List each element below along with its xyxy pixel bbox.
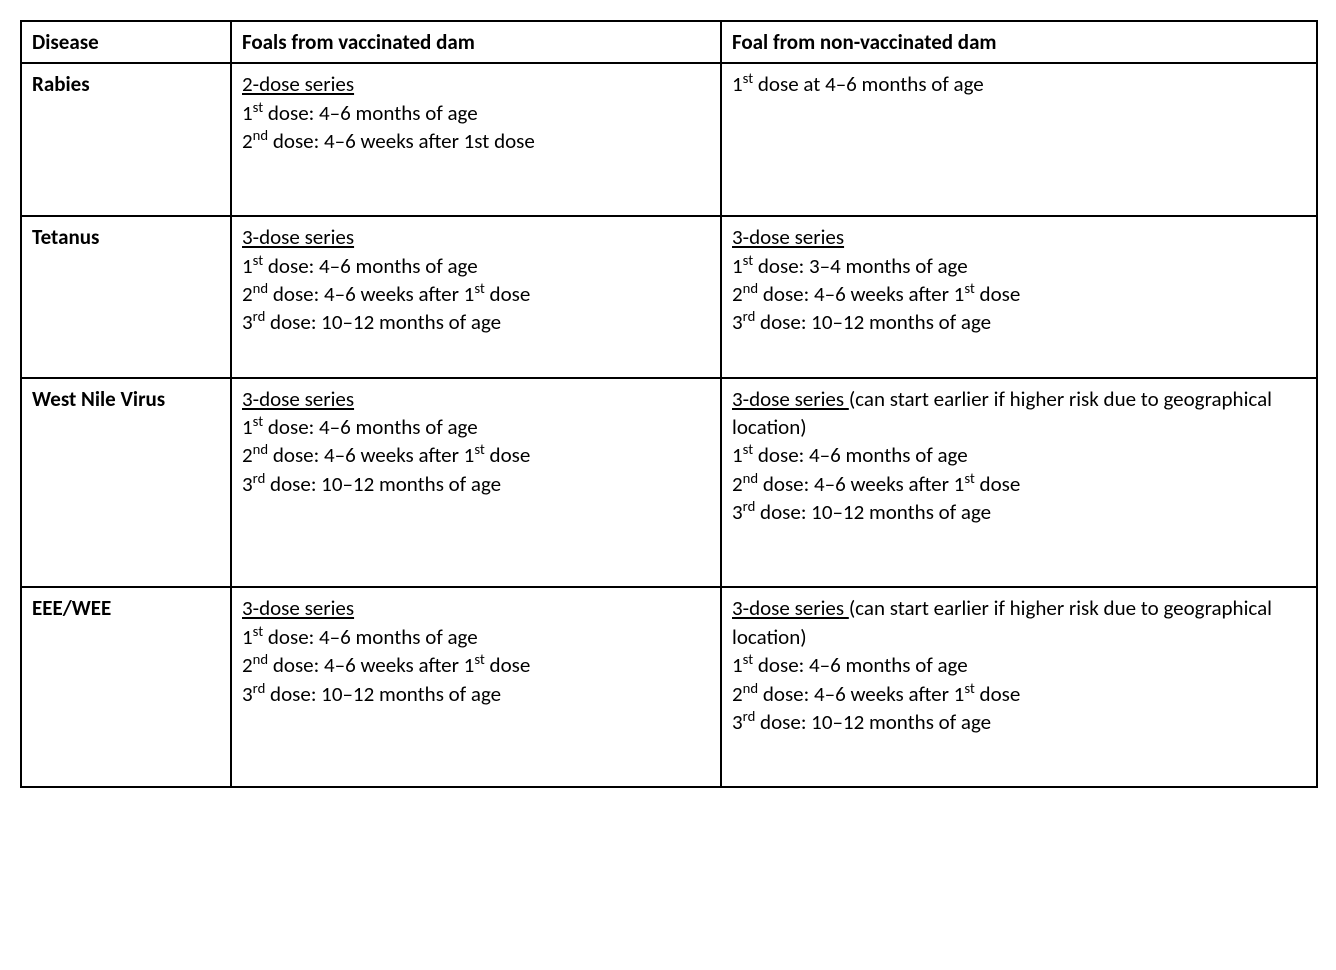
table-row: Rabies 2-dose series 1st dose: 4–6 month… bbox=[21, 63, 1317, 216]
dose-line: 2nd dose: 4–6 weeks after 1st dose bbox=[242, 128, 535, 154]
series-title: 2-dose series bbox=[242, 71, 354, 97]
dose-line: 1st dose: 4–6 months of age bbox=[242, 414, 478, 440]
series-title: 3-dose series bbox=[242, 386, 354, 412]
nonvaccinated-cell: 3-dose series (can start earlier if high… bbox=[721, 378, 1317, 588]
dose-line: 2nd dose: 4–6 weeks after 1st dose bbox=[242, 442, 530, 468]
col-disease: Disease bbox=[21, 21, 231, 63]
disease-cell: West Nile Virus bbox=[21, 378, 231, 588]
series-title: 3-dose series bbox=[242, 224, 354, 250]
vaccinated-cell: 3-dose series 1st dose: 4–6 months of ag… bbox=[231, 216, 721, 377]
col-nonvaccinated: Foal from non-vaccinated dam bbox=[721, 21, 1317, 63]
disease-cell: EEE/WEE bbox=[21, 587, 231, 787]
dose-line: 1st dose: 4–6 months of age bbox=[242, 253, 478, 279]
series-title: 3-dose series bbox=[732, 595, 849, 621]
dose-line: 2nd dose: 4–6 weeks after 1st dose bbox=[242, 281, 530, 307]
dose-line: 2nd dose: 4–6 weeks after 1st dose bbox=[242, 652, 530, 678]
vaccinated-cell: 2-dose series 1st dose: 4–6 months of ag… bbox=[231, 63, 721, 216]
table-header-row: Disease Foals from vaccinated dam Foal f… bbox=[21, 21, 1317, 63]
dose-line: 1st dose at 4–6 months of age bbox=[732, 71, 984, 97]
dose-line: 3rd dose: 10–12 months of age bbox=[732, 709, 991, 735]
dose-line: 3rd dose: 10–12 months of age bbox=[242, 681, 501, 707]
dose-line: 1st dose: 3–4 months of age bbox=[732, 253, 968, 279]
dose-line: 3rd dose: 10–12 months of age bbox=[732, 499, 991, 525]
disease-cell: Rabies bbox=[21, 63, 231, 216]
table-row: Tetanus 3-dose series 1st dose: 4–6 mont… bbox=[21, 216, 1317, 377]
series-title: 3-dose series bbox=[732, 386, 849, 412]
col-vaccinated: Foals from vaccinated dam bbox=[231, 21, 721, 63]
series-title: 3-dose series bbox=[242, 595, 354, 621]
vaccinated-cell: 3-dose series 1st dose: 4–6 months of ag… bbox=[231, 378, 721, 588]
vaccination-table: Disease Foals from vaccinated dam Foal f… bbox=[20, 20, 1318, 788]
dose-line: 2nd dose: 4–6 weeks after 1st dose bbox=[732, 471, 1020, 497]
disease-cell: Tetanus bbox=[21, 216, 231, 377]
dose-line: 3rd dose: 10–12 months of age bbox=[732, 309, 991, 335]
nonvaccinated-cell: 3-dose series (can start earlier if high… bbox=[721, 587, 1317, 787]
series-title: 3-dose series bbox=[732, 224, 844, 250]
nonvaccinated-cell: 3-dose series 1st dose: 3–4 months of ag… bbox=[721, 216, 1317, 377]
vaccinated-cell: 3-dose series 1st dose: 4–6 months of ag… bbox=[231, 587, 721, 787]
dose-line: 2nd dose: 4–6 weeks after 1st dose bbox=[732, 681, 1020, 707]
dose-line: 1st dose: 4–6 months of age bbox=[242, 100, 478, 126]
dose-line: 1st dose: 4–6 months of age bbox=[242, 624, 478, 650]
dose-line: 3rd dose: 10–12 months of age bbox=[242, 309, 501, 335]
dose-line: 2nd dose: 4–6 weeks after 1st dose bbox=[732, 281, 1020, 307]
table-row: West Nile Virus 3-dose series 1st dose: … bbox=[21, 378, 1317, 588]
dose-line: 1st dose: 4–6 months of age bbox=[732, 652, 968, 678]
dose-line: 3rd dose: 10–12 months of age bbox=[242, 471, 501, 497]
dose-line: 1st dose: 4–6 months of age bbox=[732, 442, 968, 468]
nonvaccinated-cell: 1st dose at 4–6 months of age bbox=[721, 63, 1317, 216]
table-row: EEE/WEE 3-dose series 1st dose: 4–6 mont… bbox=[21, 587, 1317, 787]
